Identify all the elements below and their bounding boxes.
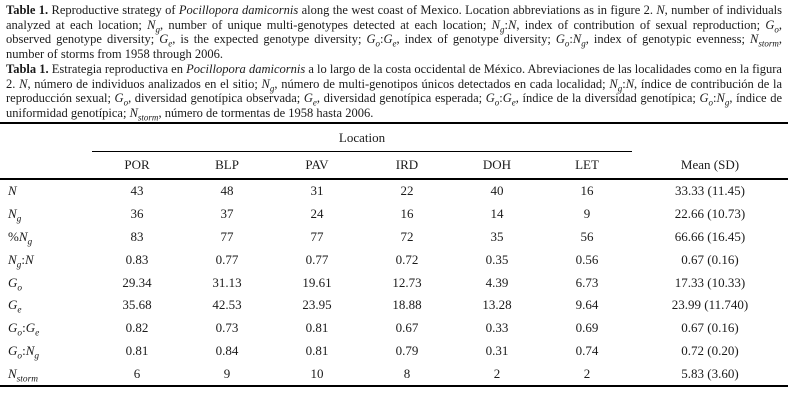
value-cell: 0.35 <box>485 251 509 267</box>
row-label: Ng:N <box>8 251 34 271</box>
value-cell: 13.28 <box>482 297 512 313</box>
data-table: Location POR BLP PAV IRD DOH LET Mean (SD) N 43… <box>0 122 788 388</box>
location-column-header: LET <box>542 151 632 180</box>
value-cell: 22 <box>400 183 414 199</box>
caption-spanish: Tabla 1. Estrategia reproductiva en Poci… <box>6 62 783 122</box>
value-cell: 42.53 <box>212 297 242 313</box>
location-column-header: IRD <box>362 151 452 180</box>
caption-english: Table 1. Reproductive strategy of Pocill… <box>6 3 783 61</box>
mean-cell: 23.99 (11.740) <box>671 297 749 313</box>
value-cell: 12.73 <box>392 274 422 290</box>
row-label: Ge <box>8 297 22 316</box>
location-column-header: BLP <box>182 151 272 180</box>
value-cell: 0.74 <box>575 342 599 358</box>
location-column-header: PAV <box>272 151 362 180</box>
table-row: Ge 35.68 42.53 23.95 18.88 13.28 9.64 23.99 (11… <box>0 294 788 317</box>
location-group-row: Location <box>0 123 788 152</box>
value-cell: 0.82 <box>125 320 149 336</box>
value-cell: 9.64 <box>575 297 599 313</box>
value-cell: 8 <box>403 365 411 381</box>
row-label: Ng <box>8 206 22 225</box>
value-cell: 6.73 <box>575 274 599 290</box>
value-cell: 40 <box>490 183 504 199</box>
value-cell: 0.83 <box>125 251 149 267</box>
corner-spacer <box>0 123 92 152</box>
mean-cell: 5.83 (3.60) <box>681 365 739 381</box>
value-cell: 77 <box>310 228 324 244</box>
value-cell: 14 <box>490 206 504 222</box>
row-label: Nstorm <box>8 365 38 385</box>
mean-cell: 0.67 (0.16) <box>681 251 739 267</box>
table-row: Ng:N 0.83 0.77 0.77 0.72 0.35 0.56 0.67 (0.16) <box>0 248 788 271</box>
mean-spacer <box>632 123 788 152</box>
table-row: Ng 36 37 24 16 14 9 22.66 (10.73) <box>0 203 788 226</box>
value-cell: 6 <box>133 365 141 381</box>
value-cell: 0.73 <box>215 320 239 336</box>
row-label: N <box>8 183 17 199</box>
value-cell: 2 <box>493 365 501 381</box>
value-cell: 19.61 <box>302 274 332 290</box>
value-cell: 24 <box>310 206 324 222</box>
table-row: N 43 48 31 22 40 16 33.33 (11.45) <box>0 179 788 203</box>
value-cell: 31 <box>310 183 324 199</box>
location-column-header: DOH <box>452 151 542 180</box>
value-cell: 35 <box>490 228 504 244</box>
mean-cell: 0.72 (0.20) <box>681 342 739 358</box>
row-label: %Ng <box>8 228 33 248</box>
value-cell: 77 <box>220 228 234 244</box>
value-cell: 48 <box>220 183 234 199</box>
mean-column-header: Mean (SD) <box>632 151 788 180</box>
value-cell: 0.69 <box>575 320 599 336</box>
location-group-header: Location <box>92 123 632 152</box>
value-cell: 2 <box>583 365 591 381</box>
value-cell: 16 <box>400 206 414 222</box>
value-cell: 0.67 <box>395 320 419 336</box>
location-column-header: POR <box>92 151 182 180</box>
value-cell: 31.13 <box>212 274 242 290</box>
value-cell: 9 <box>223 365 231 381</box>
value-cell: 37 <box>220 206 234 222</box>
value-cell: 0.84 <box>215 342 239 358</box>
value-cell: 0.56 <box>575 251 599 267</box>
mean-cell: 22.66 (10.73) <box>674 206 746 222</box>
value-cell: 0.33 <box>485 320 509 336</box>
mean-cell: 17.33 (10.33) <box>674 274 746 290</box>
mean-cell: 66.66 (16.45) <box>674 228 746 244</box>
value-cell: 9 <box>583 206 591 222</box>
value-cell: 0.81 <box>305 342 329 358</box>
value-cell: 0.77 <box>305 251 329 267</box>
table-row: Nstorm 6 9 10 8 2 2 5.83 (3.60) <box>0 362 788 386</box>
table-row: Go 29.34 31.13 19.61 12.73 4.39 6.73 17.33 (10.… <box>0 271 788 294</box>
value-cell: 43 <box>130 183 144 199</box>
value-cell: 0.81 <box>125 342 149 358</box>
value-cell: 56 <box>580 228 594 244</box>
table-row: Go:Ng 0.81 0.84 0.81 0.79 0.31 0.74 0.72 (0.20) <box>0 340 788 363</box>
value-cell: 0.81 <box>305 320 329 336</box>
row-label: Go:Ng <box>8 342 40 362</box>
value-cell: 0.77 <box>215 251 239 267</box>
value-cell: 0.79 <box>395 342 419 358</box>
row-label: Go <box>8 274 23 294</box>
mean-cell: 33.33 (11.45) <box>675 183 745 199</box>
table-body: N 43 48 31 22 40 16 33.33 (11.45) Ng 36 37 24 16 14 9 2… <box>0 179 788 386</box>
value-cell: 0.72 <box>395 251 419 267</box>
value-cell: 83 <box>130 228 144 244</box>
value-cell: 0.31 <box>485 342 509 358</box>
row-label-spacer <box>0 151 92 180</box>
table-row: Go:Ge 0.82 0.73 0.81 0.67 0.33 0.69 0.67 (0.16) <box>0 317 788 340</box>
value-cell: 35.68 <box>122 297 152 313</box>
value-cell: 10 <box>310 365 324 381</box>
mean-cell: 0.67 (0.16) <box>681 320 739 336</box>
value-cell: 29.34 <box>122 274 152 290</box>
value-cell: 18.88 <box>392 297 422 313</box>
column-header-row: POR BLP PAV IRD DOH LET Mean (SD) <box>0 151 788 180</box>
value-cell: 23.95 <box>302 297 332 313</box>
table-row: %Ng 83 77 77 72 35 56 66.66 (16.45) <box>0 226 788 249</box>
value-cell: 36 <box>130 206 144 222</box>
value-cell: 72 <box>400 228 414 244</box>
value-cell: 16 <box>580 183 594 199</box>
value-cell: 4.39 <box>485 274 509 290</box>
row-label: Go:Ge <box>8 320 40 339</box>
